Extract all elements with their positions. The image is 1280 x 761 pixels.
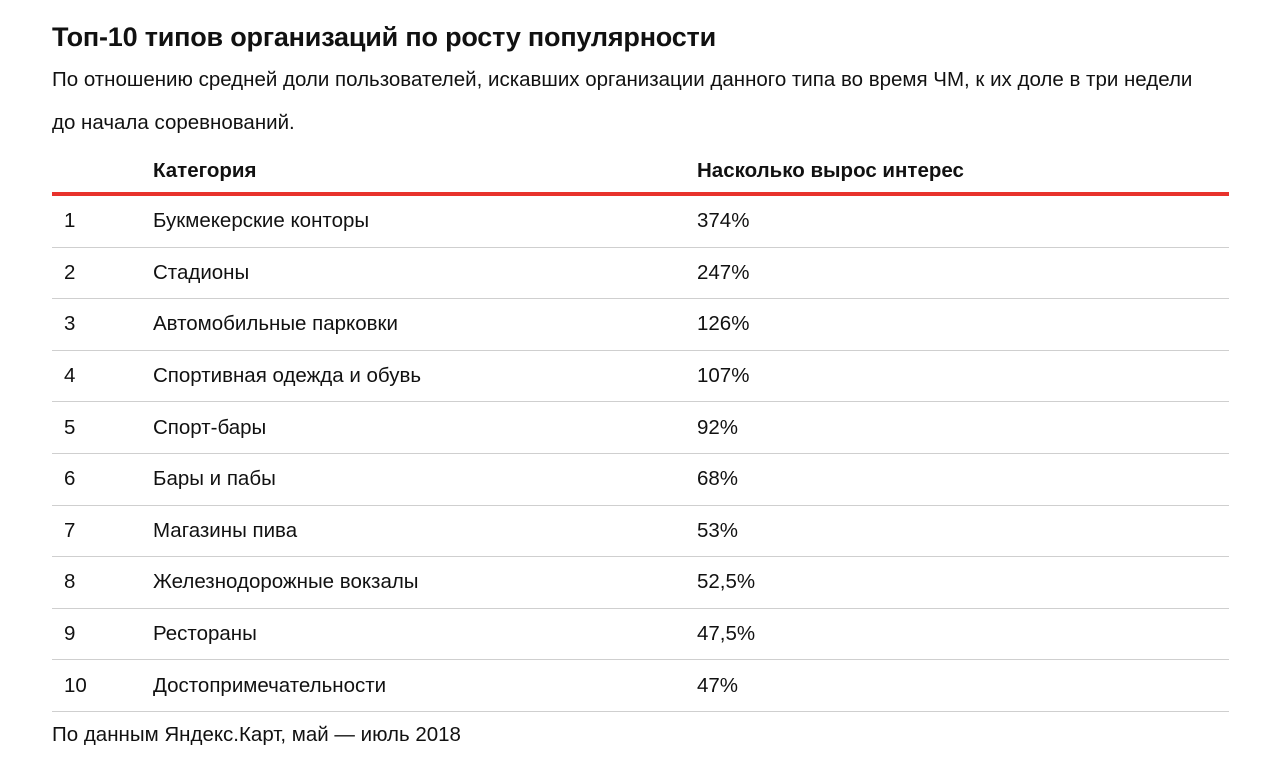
row-num: 3 bbox=[64, 312, 76, 336]
row-category: Достопримечательности bbox=[153, 673, 387, 697]
ranking-table: Категория Насколько вырос интерес 1 Букм… bbox=[52, 149, 1229, 712]
row-value: 47% bbox=[697, 673, 739, 697]
row-value: 53% bbox=[697, 518, 739, 542]
row-value: 247% bbox=[697, 260, 750, 284]
row-category: Бары и пабы bbox=[153, 467, 276, 491]
row-value: 374% bbox=[697, 209, 750, 233]
table-row: 7 Магазины пива 53% bbox=[52, 506, 1229, 558]
page-subtitle: По отношению средней доли пользователей,… bbox=[52, 68, 1193, 134]
row-num: 4 bbox=[64, 364, 76, 388]
row-num: 9 bbox=[64, 622, 76, 646]
table-row: 8 Железнодорожные вокзалы 52,5% bbox=[52, 557, 1229, 609]
row-value: 92% bbox=[697, 415, 739, 439]
row-value: 68% bbox=[697, 467, 739, 491]
row-num: 1 bbox=[64, 209, 76, 233]
row-category: Железнодорожные вокзалы bbox=[153, 570, 419, 594]
table-row: 4 Спортивная одежда и обувь 107% bbox=[52, 351, 1229, 403]
table-row: 5 Спорт-бары 92% bbox=[52, 402, 1229, 454]
row-num: 7 bbox=[64, 518, 76, 542]
table-header: Категория Насколько вырос интерес bbox=[52, 149, 1229, 196]
row-num: 10 bbox=[64, 673, 87, 697]
row-value: 47,5% bbox=[697, 622, 756, 646]
table-row: 6 Бары и пабы 68% bbox=[52, 454, 1229, 506]
row-category: Спорт-бары bbox=[153, 415, 267, 439]
row-value: 107% bbox=[697, 364, 750, 388]
table-row: 2 Стадионы 247% bbox=[52, 248, 1229, 300]
row-category: Букмекерские конторы bbox=[153, 209, 370, 233]
header-value: Насколько вырос интерес bbox=[697, 158, 964, 182]
page-title: Топ-10 типов организаций по росту популя… bbox=[52, 22, 716, 52]
header-category: Категория bbox=[153, 158, 257, 182]
row-category: Стадионы bbox=[153, 260, 250, 284]
row-category: Спортивная одежда и обувь bbox=[153, 364, 422, 388]
row-num: 2 bbox=[64, 260, 76, 284]
row-category: Магазины пива bbox=[153, 518, 298, 542]
row-num: 6 bbox=[64, 467, 76, 491]
table-row: 10 Достопримечательности 47% bbox=[52, 660, 1229, 712]
article-content: Топ-10 типов организаций по росту популя… bbox=[52, 18, 1229, 748]
row-category: Автомобильные парковки bbox=[153, 312, 398, 336]
row-value: 52,5% bbox=[697, 570, 756, 594]
row-num: 8 bbox=[64, 570, 76, 594]
row-value: 126% bbox=[697, 312, 750, 336]
table-row: 1 Букмекерские конторы 374% bbox=[52, 196, 1229, 248]
source-note: По данным Яндекс.Карт, май — июль 2018 bbox=[52, 722, 461, 746]
row-category: Рестораны bbox=[153, 622, 257, 646]
row-num: 5 bbox=[64, 415, 76, 439]
table-row: 9 Рестораны 47,5% bbox=[52, 609, 1229, 661]
table-row: 3 Автомобильные парковки 126% bbox=[52, 299, 1229, 351]
